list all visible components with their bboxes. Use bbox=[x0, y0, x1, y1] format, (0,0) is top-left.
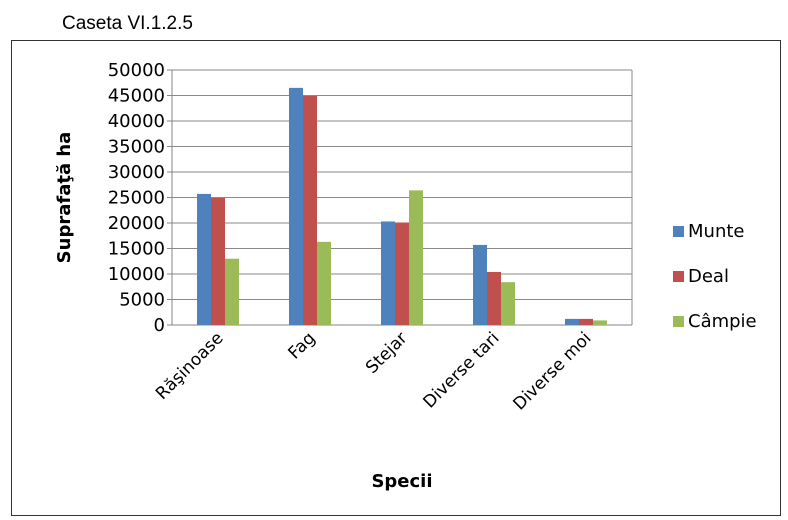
legend-swatch-munte bbox=[673, 226, 684, 237]
legend-label-câmpie: Câmpie bbox=[688, 311, 757, 332]
x-tick-label: Răşinoase bbox=[152, 328, 227, 403]
x-axis-label: Specii bbox=[371, 471, 432, 492]
y-tick-label: 45000 bbox=[108, 86, 165, 107]
y-tick-label: 40000 bbox=[108, 111, 165, 132]
legend-label-munte: Munte bbox=[688, 221, 744, 242]
legend-swatch-câmpie bbox=[673, 316, 684, 327]
y-tick-label: 20000 bbox=[108, 213, 165, 234]
y-tick-label: 25000 bbox=[108, 188, 165, 209]
y-tick-label: 0 bbox=[154, 315, 165, 336]
bar-munte-4 bbox=[473, 244, 487, 325]
y-tick-labels: 0 5000 10000 15000 20000 25000 30000 35000 40000… bbox=[108, 60, 165, 336]
bar-deal-5 bbox=[579, 318, 593, 325]
bar-câmpie-5 bbox=[593, 320, 607, 325]
bar-câmpie-3 bbox=[409, 190, 423, 325]
x-tick-label: Diverse moi bbox=[509, 328, 595, 414]
y-tick-label: 30000 bbox=[108, 162, 165, 183]
chart-frame bbox=[11, 40, 781, 516]
bar-munte-2 bbox=[289, 87, 303, 325]
x-tick-label: Fag bbox=[285, 328, 320, 363]
bar-munte-5 bbox=[565, 318, 579, 325]
bar-munte-1 bbox=[197, 193, 211, 325]
bars bbox=[197, 87, 607, 325]
y-axis-label: Suprafaţă ha bbox=[54, 132, 75, 264]
x-tick-label: Stejar bbox=[362, 328, 412, 378]
y-tick-label: 15000 bbox=[108, 239, 165, 260]
chart-caption: Caseta VI.1.2.5 bbox=[62, 13, 193, 34]
y-tick-label: 50000 bbox=[108, 60, 165, 81]
bar-câmpie-1 bbox=[225, 258, 239, 325]
legend-label-deal: Deal bbox=[688, 266, 729, 287]
y-tick-label: 35000 bbox=[108, 137, 165, 158]
y-tick-label: 10000 bbox=[108, 264, 165, 285]
x-tick-label: Diverse tari bbox=[420, 328, 504, 412]
bar-deal-2 bbox=[303, 96, 317, 325]
legend-swatch-deal bbox=[673, 271, 684, 282]
bar-deal-3 bbox=[395, 222, 409, 325]
bar-câmpie-4 bbox=[501, 282, 515, 325]
bar-deal-4 bbox=[487, 271, 501, 325]
y-tick-label: 5000 bbox=[119, 290, 165, 311]
x-tick-labels: Răşinoase Fag Stejar Diverse tari Diverse mo… bbox=[152, 328, 595, 414]
legend: Munte Deal Câmpie bbox=[673, 221, 757, 332]
bar-câmpie-2 bbox=[317, 241, 331, 325]
bar-deal-1 bbox=[211, 198, 225, 325]
bar-munte-3 bbox=[381, 221, 395, 325]
